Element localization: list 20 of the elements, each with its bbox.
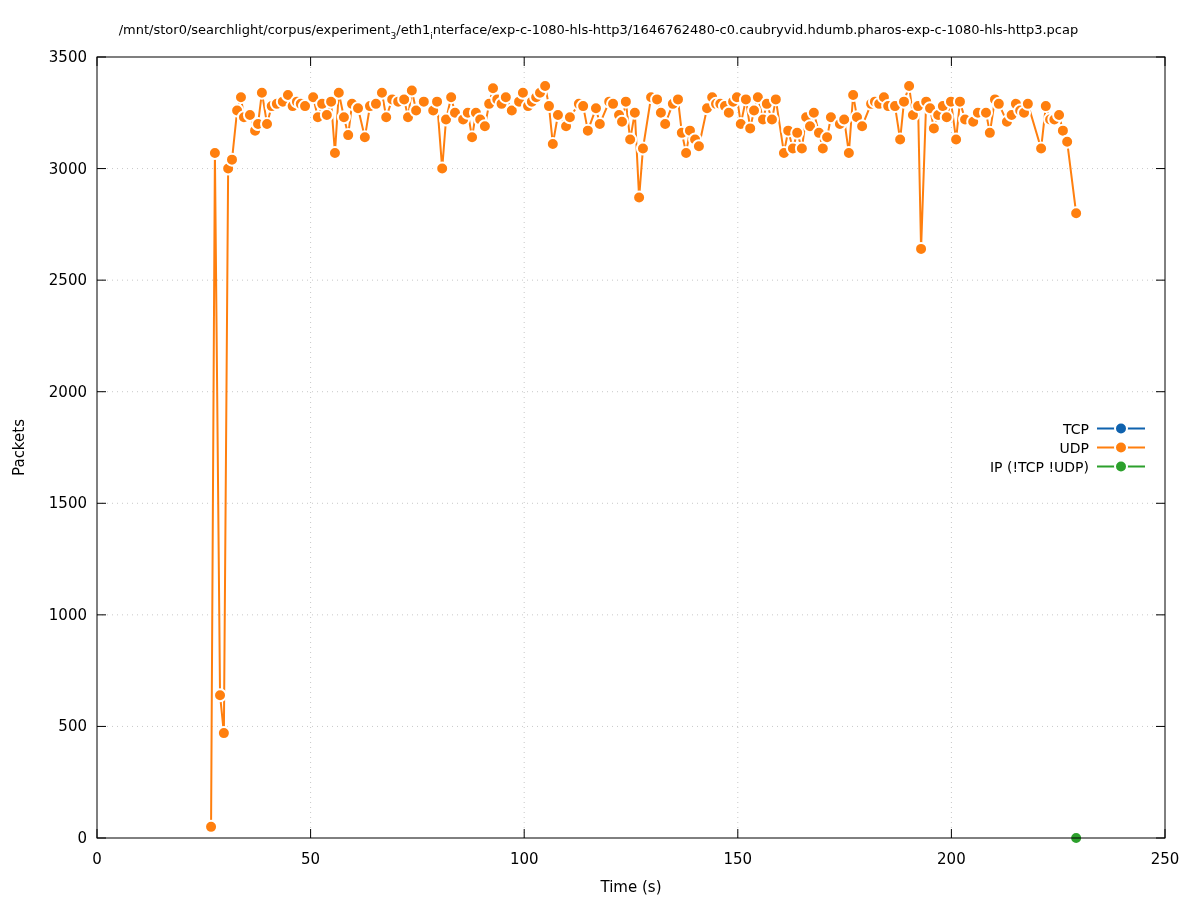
- y-tick-label: 1000: [48, 605, 87, 624]
- y-tick-label: 3000: [48, 159, 87, 178]
- y-tick-label: 3500: [48, 48, 87, 66]
- x-tick-label: 250: [1150, 850, 1180, 868]
- x-tick-label: 200: [937, 850, 966, 868]
- y-tick-label: 1500: [48, 494, 87, 513]
- y-tick-label: 2500: [48, 271, 87, 290]
- y-axis-title: Packets: [10, 418, 28, 476]
- y-tick-label: 500: [58, 717, 87, 736]
- y-tick-label: 0: [77, 829, 87, 847]
- x-tick-label: 50: [301, 850, 321, 868]
- legend-label: TCP: [1062, 420, 1089, 437]
- legend-label: IP (!TCP !UDP): [989, 458, 1089, 475]
- x-tick-label: 150: [723, 850, 753, 868]
- y-tick-label: 2000: [48, 382, 87, 401]
- legend-label: UDP: [1059, 439, 1089, 456]
- x-tick-label: 100: [509, 850, 539, 868]
- chart-title: /mnt/stor0/searchlight/corpus/experiment$_{3}$/eth1$_{i}$nterface/exp-c-1080-hls-http3/1646762480-c0.caubryvid.hdumb.pharos-exp-c-1080-hls-http3.pcap: [118, 22, 1079, 41]
- x-tick-label: 0: [92, 850, 102, 868]
- x-axis-title: Time (s): [599, 878, 662, 896]
